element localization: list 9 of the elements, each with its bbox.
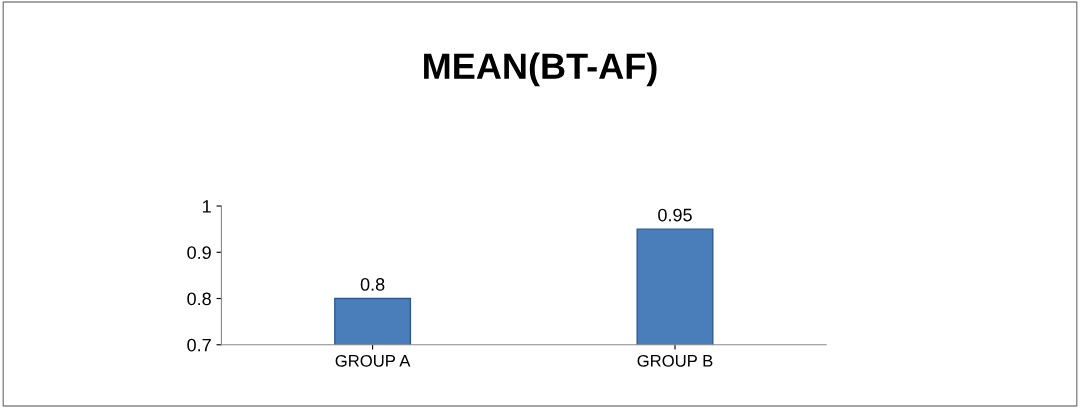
x-tick-label: GROUP B: [637, 354, 713, 367]
y-tick-label: 1: [203, 200, 211, 213]
chart-title: MEAN(BT-AF): [424, 52, 657, 87]
y-tick-label: 0.8: [187, 292, 211, 306]
y-tick-label: 0.7: [187, 338, 211, 352]
y-tick-label: 0.9: [187, 246, 211, 259]
data-label: 0.8: [360, 278, 385, 291]
data-label: 0.95: [658, 208, 692, 222]
x-tick-label: GROUP A: [335, 354, 411, 367]
